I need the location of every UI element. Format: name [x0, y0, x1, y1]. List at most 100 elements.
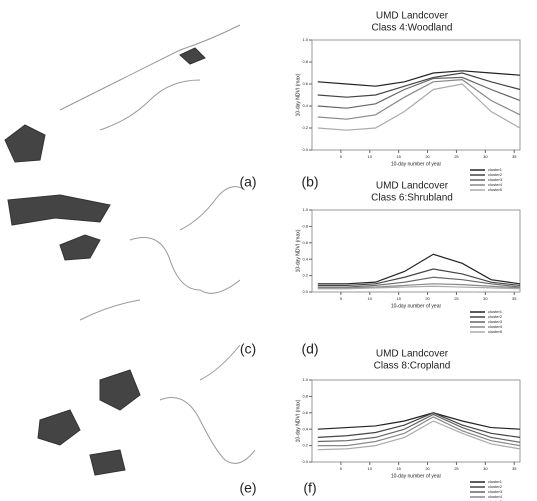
x-tick-label: 25	[454, 296, 459, 301]
x-tick-label: 15	[396, 466, 401, 471]
land-cluster	[59, 234, 101, 261]
series-line	[317, 76, 521, 109]
series-line	[317, 420, 521, 451]
chart-subtitle: Class 6:Shrubland	[371, 193, 453, 204]
panel-label: (e)	[239, 480, 256, 496]
legend-label: cluster4	[488, 182, 503, 187]
x-tick-label: 25	[454, 154, 459, 159]
legend-label: cluster5	[488, 187, 503, 192]
chart-subtitle: Class 4:Woodland	[372, 23, 453, 34]
x-axis-label: 10-day number of year	[391, 161, 442, 167]
legend-label: cluster4	[488, 494, 503, 499]
x-tick-label: 5	[340, 154, 343, 159]
y-tick-label: 0.8	[302, 223, 308, 228]
coastline	[179, 186, 246, 231]
x-axis-label: 10-day number of year	[391, 473, 442, 479]
coastline	[99, 79, 201, 131]
x-tick-label: 20	[425, 154, 430, 159]
x-tick-label: 15	[396, 296, 401, 301]
y-axis-label: 10-day NDVI (max)	[295, 229, 301, 272]
chart-title: UMD Landcover	[376, 349, 449, 360]
series-line	[317, 253, 521, 285]
series-line	[317, 268, 521, 287]
land-cluster	[179, 47, 206, 65]
map-c	[7, 186, 246, 321]
series-line	[317, 78, 521, 120]
y-tick-label: 0.0	[302, 289, 308, 294]
coastline	[129, 237, 241, 294]
y-axis-label: 10-day NDVI (max)	[295, 399, 301, 442]
y-tick-label: 0.8	[302, 393, 308, 398]
legend-label: cluster2	[488, 484, 503, 489]
y-tick-label: 0.6	[302, 240, 308, 245]
series-line	[317, 283, 521, 289]
x-tick-label: 35	[512, 466, 517, 471]
series-line	[317, 285, 521, 290]
series-line	[317, 70, 521, 87]
series-line	[317, 412, 521, 430]
y-tick-label: 0.4	[302, 426, 308, 431]
land-cluster	[99, 369, 141, 411]
series-line	[317, 83, 521, 131]
panel-label: (c)	[240, 341, 256, 357]
chart-title: UMD Landcover	[376, 11, 449, 22]
series-line	[317, 416, 521, 447]
map-e	[37, 344, 256, 476]
y-tick-label: 0.4	[302, 103, 308, 108]
y-tick-label: 0.8	[302, 59, 308, 64]
panel-label: (a)	[239, 174, 256, 190]
land-cluster	[4, 124, 46, 163]
x-tick-label: 30	[483, 154, 488, 159]
y-tick-label: 0.6	[302, 410, 308, 415]
legend-label: cluster1	[488, 167, 503, 172]
map-a	[4, 24, 241, 163]
x-tick-label: 20	[425, 466, 430, 471]
chart-title: UMD Landcover	[376, 181, 449, 192]
series-line	[317, 276, 521, 288]
y-tick-label: 0.0	[302, 147, 308, 152]
plot-frame	[311, 209, 521, 293]
y-tick-label: 0.2	[302, 125, 308, 130]
y-tick-label: 0.2	[302, 443, 308, 448]
x-tick-label: 5	[340, 466, 343, 471]
series-line	[317, 413, 521, 443]
x-tick-label: 10	[368, 296, 373, 301]
panel-label: (b)	[301, 174, 318, 190]
legend-label: cluster3	[488, 319, 503, 324]
x-tick-label: 10	[368, 154, 373, 159]
legend-label: cluster5	[488, 329, 503, 334]
x-axis-label: 10-day number of year	[391, 303, 442, 309]
y-tick-label: 1.0	[302, 377, 308, 382]
panel-label: (d)	[301, 341, 318, 357]
coastline	[199, 344, 241, 381]
y-axis-label: 10-day NDVI (max)	[295, 73, 301, 116]
land-cluster	[89, 449, 126, 476]
coastline	[159, 397, 256, 464]
y-tick-label: 0.4	[302, 256, 308, 261]
y-tick-label: 1.0	[302, 37, 308, 42]
x-tick-label: 15	[396, 154, 401, 159]
y-tick-label: 0.2	[302, 273, 308, 278]
x-tick-label: 20	[425, 296, 430, 301]
x-tick-label: 35	[512, 296, 517, 301]
y-tick-label: 0.6	[302, 81, 308, 86]
panel-label: (f)	[303, 480, 316, 496]
land-cluster	[7, 194, 111, 226]
chart-subtitle: Class 8:Cropland	[374, 361, 451, 372]
series-line	[317, 72, 521, 98]
x-tick-label: 10	[368, 466, 373, 471]
legend-label: cluster1	[488, 479, 503, 484]
plot-frame	[311, 39, 521, 151]
series-line	[317, 412, 521, 438]
plot-frame	[311, 379, 521, 463]
land-cluster	[37, 409, 81, 446]
x-tick-label: 5	[340, 296, 343, 301]
coastline	[79, 299, 141, 321]
legend-label: cluster1	[488, 309, 503, 314]
legend-label: cluster3	[488, 177, 503, 182]
x-tick-label: 30	[483, 466, 488, 471]
legend-label: cluster2	[488, 314, 503, 319]
legend-label: cluster3	[488, 489, 503, 494]
y-tick-label: 1.0	[302, 207, 308, 212]
